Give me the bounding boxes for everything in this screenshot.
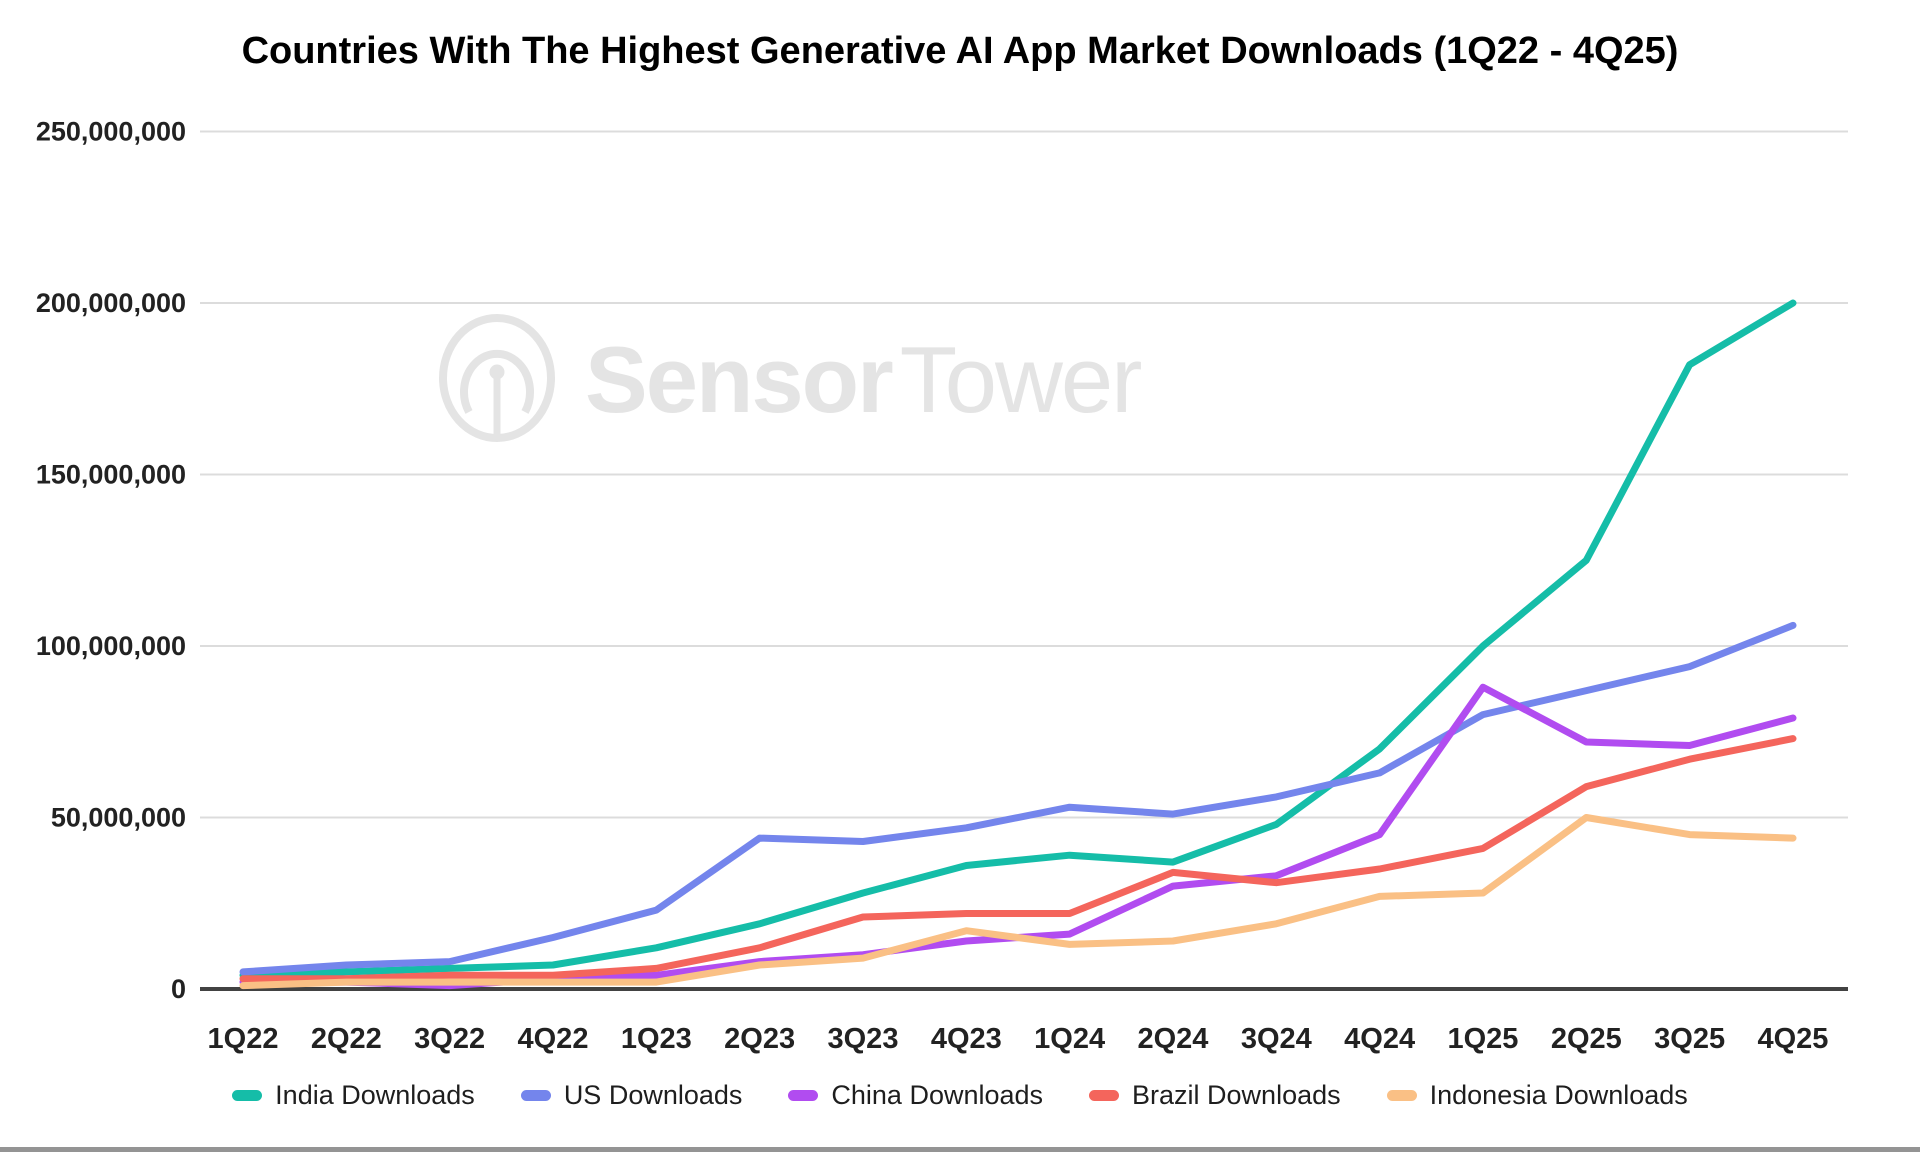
series-line-indonesia-downloads <box>239 814 1797 990</box>
legend-item-indonesia-downloads: Indonesia Downloads <box>1386 1080 1688 1111</box>
x-axis-tick-label: 3Q23 <box>828 1023 899 1055</box>
y-axis-tick-label: 150,000,000 <box>36 460 186 490</box>
series-line-us-downloads <box>239 621 1797 976</box>
x-axis-tick-label: 4Q24 <box>1344 1023 1415 1055</box>
legend-item-brazil-downloads: Brazil Downloads <box>1089 1080 1341 1111</box>
legend-item-us-downloads: US Downloads <box>520 1080 743 1111</box>
chart-legend: India Downloads US Downloads China Downloa… <box>0 1080 1920 1111</box>
x-axis-tick-label: 1Q23 <box>621 1023 692 1055</box>
x-axis-tick-label: 1Q24 <box>1034 1023 1105 1055</box>
series-line-brazil-downloads <box>239 735 1797 983</box>
chart-title: Countries With The Highest Generative AI… <box>241 30 1679 72</box>
watermark-wordmark: SensorTower <box>585 327 1141 432</box>
x-axis-tick-label: 4Q22 <box>518 1023 589 1055</box>
y-axis-tick-label: 100,000,000 <box>36 631 186 661</box>
legend-label: Brazil Downloads <box>1132 1080 1341 1110</box>
watermark-brand-light: Tower <box>900 327 1141 432</box>
series-line-india-downloads <box>239 299 1797 979</box>
x-axis-tick-label: 2Q23 <box>724 1023 795 1055</box>
y-axis-tick-label: 0 <box>171 974 186 1004</box>
legend-label: China Downloads <box>831 1080 1044 1110</box>
x-axis-tick-label: 2Q24 <box>1137 1023 1208 1055</box>
legend-swatch-us-downloads <box>520 1090 551 1101</box>
x-axis-tick-label: 2Q22 <box>311 1023 382 1055</box>
sensortower-watermark: SensorTower <box>439 314 1143 442</box>
x-axis-tick-label: 1Q22 <box>208 1023 279 1055</box>
watermark-brand-bold: Sensor <box>585 327 893 432</box>
legend-label: Indonesia Downloads <box>1429 1080 1688 1110</box>
legend-swatch-india-downloads <box>232 1090 263 1101</box>
y-axis-tick-label: 250,000,000 <box>36 117 186 147</box>
watermark-logo-inner-arc <box>460 349 534 414</box>
x-axis-tick-label: 4Q25 <box>1757 1023 1828 1055</box>
y-axis-tick-label: 50,000,000 <box>51 803 186 833</box>
x-axis-tick-label: 4Q23 <box>931 1023 1002 1055</box>
x-axis-tick-label: 2Q25 <box>1551 1023 1622 1055</box>
watermark-logo-outer-circle <box>439 314 555 442</box>
y-axis-tick-label: 200,000,000 <box>36 288 186 318</box>
legend-swatch-indonesia-downloads <box>1386 1090 1417 1101</box>
x-axis-tick-label: 3Q25 <box>1654 1023 1725 1055</box>
watermark-logo-dot <box>489 364 505 380</box>
x-axis-tick-label: 3Q22 <box>414 1023 485 1055</box>
legend-label: India Downloads <box>275 1080 475 1110</box>
x-axis-tick-label: 3Q24 <box>1241 1023 1312 1055</box>
legend-swatch-brazil-downloads <box>1089 1090 1120 1101</box>
legend-swatch-china-downloads <box>788 1090 819 1101</box>
legend-label: US Downloads <box>563 1080 743 1110</box>
x-axis-tick-label: 1Q25 <box>1447 1023 1518 1055</box>
legend-item-india-downloads: India Downloads <box>232 1080 475 1111</box>
legend-item-china-downloads: China Downloads <box>788 1080 1043 1111</box>
